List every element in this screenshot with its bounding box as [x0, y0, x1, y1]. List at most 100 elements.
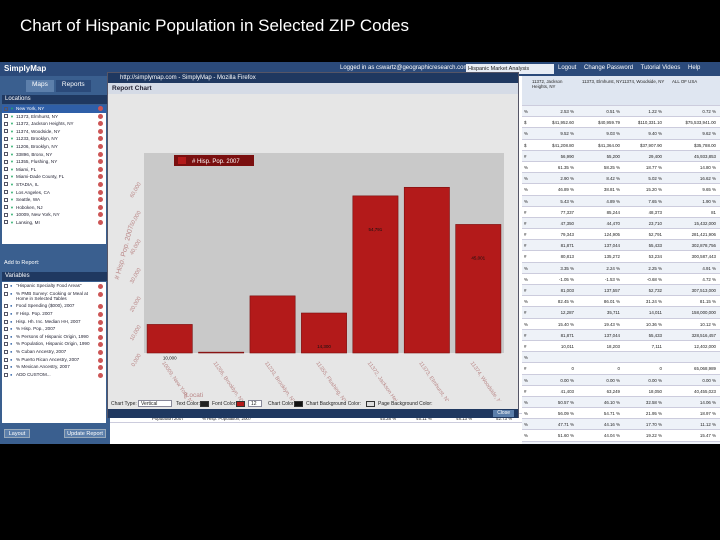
remove-icon[interactable]: [98, 204, 103, 210]
location-item[interactable]: ▼ Seattle, WA: [2, 196, 106, 204]
remove-icon[interactable]: [98, 342, 103, 348]
variable-checkbox[interactable]: [4, 372, 8, 377]
variable-checkbox[interactable]: [4, 312, 8, 316]
help-link[interactable]: Help: [688, 65, 701, 71]
location-item[interactable]: ▼ 33896, Bronx, NY: [2, 151, 106, 159]
chart-background-swatch[interactable]: [366, 401, 375, 407]
variable-checkbox[interactable]: [4, 357, 8, 362]
remove-icon[interactable]: [98, 189, 103, 195]
variable-checkbox[interactable]: [4, 284, 8, 288]
location-checkbox[interactable]: [4, 205, 8, 210]
location-checkbox[interactable]: [4, 136, 8, 141]
location-checkbox[interactable]: [4, 174, 8, 179]
location-item[interactable]: ▼ 11373, Elmhurst, NY: [2, 113, 106, 121]
variable-checkbox[interactable]: [4, 334, 8, 339]
location-checkbox[interactable]: [4, 106, 8, 111]
remove-icon[interactable]: [98, 113, 103, 119]
variable-item[interactable]: ●% Puerto Rican Ancestry, 2007: [2, 356, 106, 364]
logout-link[interactable]: Logout: [558, 65, 577, 71]
remove-icon[interactable]: [98, 121, 103, 127]
chart-type-select[interactable]: Vertical: [138, 400, 172, 407]
location-item[interactable]: ▼ Los Angeles, CA: [2, 189, 106, 197]
remove-icon[interactable]: [98, 372, 103, 378]
location-checkbox[interactable]: [4, 114, 8, 119]
location-checkbox[interactable]: [4, 121, 8, 126]
font-size-select[interactable]: 12: [248, 400, 262, 407]
variable-item[interactable]: ●% PMB Survey: Cooking or Meal at Home i…: [2, 290, 106, 303]
remove-icon[interactable]: [98, 136, 103, 142]
location-checkbox[interactable]: [4, 197, 8, 202]
analysis-select[interactable]: Hispanic Market Analysis: [466, 64, 554, 74]
tab-maps[interactable]: Maps: [26, 80, 54, 92]
chart-color-swatch[interactable]: [294, 401, 303, 407]
remove-icon[interactable]: [98, 151, 103, 157]
variable-item[interactable]: ● "Hispanic Specialty Food Areas": [2, 282, 106, 290]
remove-icon[interactable]: [98, 312, 103, 317]
variable-checkbox[interactable]: [4, 342, 8, 347]
tab-reports[interactable]: Reports: [55, 80, 91, 92]
layout-button[interactable]: Layout: [4, 429, 30, 438]
remove-icon[interactable]: [98, 159, 103, 165]
remove-icon[interactable]: [98, 143, 103, 149]
location-checkbox[interactable]: [4, 144, 8, 149]
location-item[interactable]: ▼ Miami-Dade County, FL: [2, 173, 106, 181]
variable-item[interactable]: ● ADD CUSTOM...: [2, 371, 106, 379]
location-item[interactable]: ▼ 11355, Flushing, NY: [2, 158, 106, 166]
remove-icon[interactable]: [98, 349, 103, 355]
text-color-swatch[interactable]: [200, 401, 209, 407]
location-checkbox[interactable]: [4, 152, 8, 157]
remove-icon[interactable]: [98, 319, 103, 325]
variable-item[interactable]: ●% Persons of Hispanic Origin, 1990: [2, 333, 106, 341]
location-checkbox[interactable]: [4, 159, 8, 164]
remove-icon[interactable]: [98, 181, 103, 187]
remove-icon[interactable]: [98, 304, 103, 310]
remove-icon[interactable]: [98, 291, 103, 297]
location-item[interactable]: ▼ 11372, Jackson Heights, NY: [2, 120, 106, 128]
location-checkbox[interactable]: [4, 190, 8, 195]
remove-icon[interactable]: [98, 106, 103, 111]
remove-icon[interactable]: [98, 212, 103, 218]
location-item[interactable]: ▼ Hoboken, NJ: [2, 204, 106, 212]
remove-icon[interactable]: [98, 219, 103, 225]
location-item[interactable]: ▼ 11233, Brooklyn, NY: [2, 135, 106, 143]
variable-checkbox[interactable]: [4, 291, 8, 296]
remove-icon[interactable]: [98, 357, 103, 363]
remove-icon[interactable]: [98, 128, 103, 134]
location-checkbox[interactable]: [4, 220, 8, 225]
variable-checkbox[interactable]: [4, 349, 8, 354]
location-item[interactable]: ▼ New York, NY: [2, 105, 106, 113]
location-checkbox[interactable]: [4, 212, 8, 217]
remove-icon[interactable]: [98, 166, 103, 172]
location-checkbox[interactable]: [4, 167, 8, 172]
remove-icon[interactable]: [98, 284, 103, 289]
location-checkbox[interactable]: [4, 182, 8, 187]
variable-item[interactable]: ● Hisp. Hh. Inc. Median HH, 2007: [2, 318, 106, 326]
tutorial-videos-link[interactable]: Tutorial Videos: [640, 65, 681, 71]
remove-icon[interactable]: [98, 327, 103, 333]
location-item[interactable]: ▼ 11206, Brooklyn, NY: [2, 143, 106, 151]
variable-checkbox[interactable]: [4, 319, 8, 324]
location-item[interactable]: ▼ 11374, Woodside, NY: [2, 128, 106, 136]
variable-item[interactable]: ● # Hisp. Pop. 2007: [2, 310, 106, 318]
variable-item[interactable]: ●% Cuban Ancestry, 2007: [2, 348, 106, 356]
font-color-swatch[interactable]: [236, 401, 245, 407]
variable-item[interactable]: ●% Hisp. Pop., 2007: [2, 325, 106, 333]
location-item[interactable]: ▼ STADIA, IL: [2, 181, 106, 189]
variable-item[interactable]: ●% Mexican Ancestry, 2007: [2, 363, 106, 371]
remove-icon[interactable]: [98, 334, 103, 340]
variable-item[interactable]: ●% Population, Hispanic Origin, 1990: [2, 340, 106, 348]
location-item[interactable]: ▼ Miami, FL: [2, 166, 106, 174]
variable-item[interactable]: ● Food Spending ($000), 2007: [2, 302, 106, 310]
update-report-button[interactable]: Update Report: [64, 429, 106, 438]
close-button[interactable]: Close: [493, 410, 514, 417]
remove-icon[interactable]: [98, 174, 103, 180]
variable-checkbox[interactable]: [4, 365, 8, 370]
remove-icon[interactable]: [98, 197, 103, 203]
change-password-link[interactable]: Change Password: [584, 65, 634, 71]
variable-checkbox[interactable]: [4, 327, 8, 332]
location-item[interactable]: ▼ Lansing, MI: [2, 219, 106, 227]
variable-checkbox[interactable]: [4, 304, 8, 309]
remove-icon[interactable]: [98, 365, 103, 371]
location-checkbox[interactable]: [4, 129, 8, 134]
location-item[interactable]: ▼ 10009, New York, NY: [2, 211, 106, 219]
